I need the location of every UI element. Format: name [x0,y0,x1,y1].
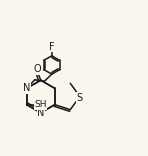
Text: N: N [37,108,44,118]
Text: N: N [23,83,30,93]
Text: SH: SH [34,100,46,109]
Text: S: S [77,93,83,103]
Text: O: O [33,64,41,74]
Text: F: F [49,42,55,52]
